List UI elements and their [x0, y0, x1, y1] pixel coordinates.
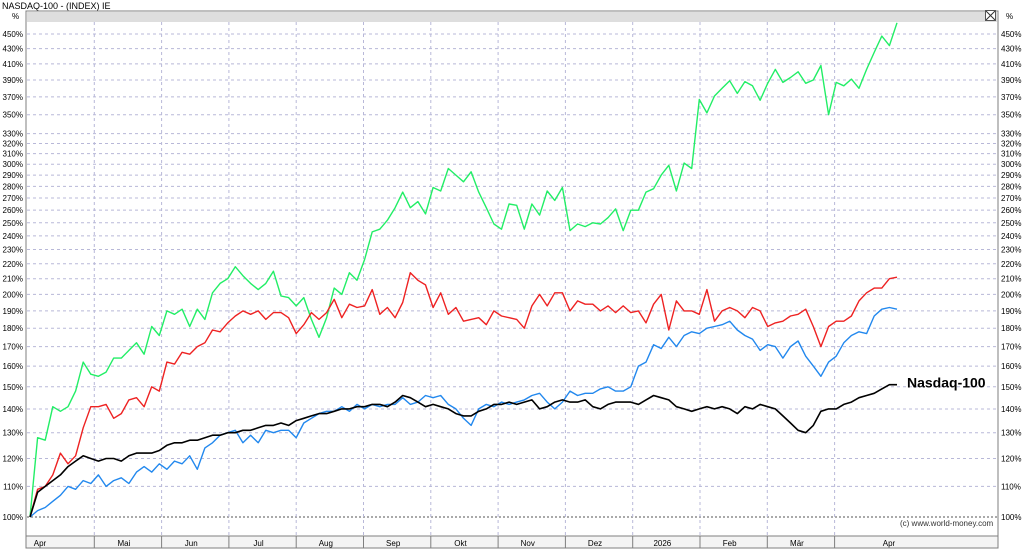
x-gridlines	[93, 22, 836, 536]
x-tick-label: Apr	[883, 539, 896, 548]
series-group	[29, 22, 898, 518]
y-tick-label: 220%	[3, 260, 23, 269]
y-tick-label: 260%	[1001, 206, 1021, 215]
x-tick-label: Jun	[185, 539, 198, 548]
y-tick-label: 110%	[3, 482, 23, 491]
y-tick-label: 200%	[1001, 290, 1021, 299]
y-tick-label: 310%	[3, 150, 23, 159]
y-tick-label: 130%	[3, 429, 23, 438]
y-tick-label: 310%	[1001, 150, 1021, 159]
y-tick-label: 330%	[3, 130, 23, 139]
y-tick-label: 390%	[3, 76, 23, 85]
y-tick-label: 450%	[1001, 30, 1021, 39]
y-tick-label: 240%	[1001, 232, 1021, 241]
y-tick-label: 170%	[3, 343, 23, 352]
y-tick-label: 450%	[3, 30, 23, 39]
series-label-group: Nasdaq-100	[907, 375, 986, 391]
y-tick-label: 120%	[3, 454, 23, 463]
x-tick-label: Nov	[521, 539, 535, 548]
y-tick-label: 200%	[3, 290, 23, 299]
y-tick-label: 160%	[1001, 362, 1021, 371]
y-tick-label: 210%	[1001, 275, 1021, 284]
series-line	[29, 306, 898, 518]
y-tick-label: 300%	[3, 160, 23, 169]
copyright-text: (c) www.world-money.com	[900, 519, 994, 528]
y-tick-label: 110%	[1001, 482, 1021, 491]
x-tick-label: 2026	[653, 539, 671, 548]
y-tick-label: 260%	[3, 206, 23, 215]
y-tick-label: 370%	[3, 93, 23, 102]
y-axis-left: 100% 110% 120% 130% 140% 150% 160% 170% 180% 190%…	[3, 30, 23, 522]
chart-frame	[25, 10, 999, 537]
series-end-label: Nasdaq-100	[907, 375, 986, 391]
y-tick-label: 350%	[1001, 111, 1021, 120]
y-tick-label: 220%	[1001, 260, 1021, 269]
y-tick-label: 370%	[1001, 93, 1021, 102]
x-tick-label: Feb	[723, 539, 737, 548]
y-unit-left: %	[12, 12, 19, 21]
x-tick-label: Aug	[319, 539, 333, 548]
y-tick-label: 250%	[1001, 219, 1021, 228]
y-tick-label: 210%	[3, 275, 23, 284]
y-tick-label: 410%	[1001, 60, 1021, 69]
x-tick-label: Jul	[253, 539, 263, 548]
y-tick-label: 230%	[3, 246, 23, 255]
y-tick-label: 250%	[3, 219, 23, 228]
x-tick-label: Sep	[386, 539, 401, 548]
y-tick-label: 290%	[1001, 171, 1021, 180]
series-line	[29, 272, 898, 518]
y-tick-label: 350%	[3, 111, 23, 120]
y-tick-label: 170%	[1001, 343, 1021, 352]
chart-header-strip	[27, 12, 997, 22]
y-tick-label: 100%	[1001, 513, 1021, 522]
y-tick-label: 190%	[1001, 307, 1021, 316]
y-tick-label: 280%	[3, 182, 23, 191]
y-tick-label: 120%	[1001, 454, 1021, 463]
y-unit-right: %	[1006, 12, 1013, 21]
x-tick-label: Okt	[454, 539, 467, 548]
y-tick-label: 180%	[1001, 324, 1021, 333]
x-tick-label: Mai	[118, 539, 131, 548]
x-axis-band	[25, 535, 999, 549]
y-tick-label: 130%	[1001, 429, 1021, 438]
y-gridlines	[27, 33, 997, 518]
y-tick-label: 150%	[1001, 383, 1021, 392]
close-icon[interactable]	[985, 10, 996, 21]
y-tick-label: 290%	[3, 171, 23, 180]
x-tick-label: Dez	[588, 539, 602, 548]
y-tick-label: 330%	[1001, 130, 1021, 139]
y-tick-label: 180%	[3, 324, 23, 333]
x-axis: Apr Mai Jun Jul Aug Sep Okt Nov Dez 2026 Feb Mär Apr	[34, 536, 896, 548]
y-tick-label: 320%	[1001, 139, 1021, 148]
y-tick-label: 410%	[3, 60, 23, 69]
y-tick-label: 190%	[3, 307, 23, 316]
y-tick-label: 100%	[3, 513, 23, 522]
chart-title: NASDAQ-100 - (INDEX) IE	[2, 1, 111, 11]
y-tick-label: 430%	[3, 45, 23, 54]
series-line	[29, 383, 897, 518]
y-tick-label: 270%	[1001, 194, 1021, 203]
y-tick-label: 150%	[3, 383, 23, 392]
y-tick-label: 300%	[1001, 160, 1021, 169]
y-tick-label: 270%	[3, 194, 23, 203]
x-tick-label: Apr	[34, 539, 47, 548]
y-tick-label: 230%	[1001, 246, 1021, 255]
y-tick-label: 140%	[3, 405, 23, 414]
y-tick-label: 320%	[3, 139, 23, 148]
y-tick-label: 280%	[1001, 182, 1021, 191]
y-tick-label: 160%	[3, 362, 23, 371]
y-axis-right: 100% 110% 120% 130% 140% 150% 160% 170% 180% 190%…	[1001, 30, 1021, 522]
y-tick-label: 140%	[1001, 405, 1021, 414]
y-tick-label: 390%	[1001, 76, 1021, 85]
y-tick-label: 240%	[3, 232, 23, 241]
y-tick-label: 430%	[1001, 45, 1021, 54]
x-tick-label: Mär	[790, 539, 804, 548]
series-line	[29, 22, 898, 518]
